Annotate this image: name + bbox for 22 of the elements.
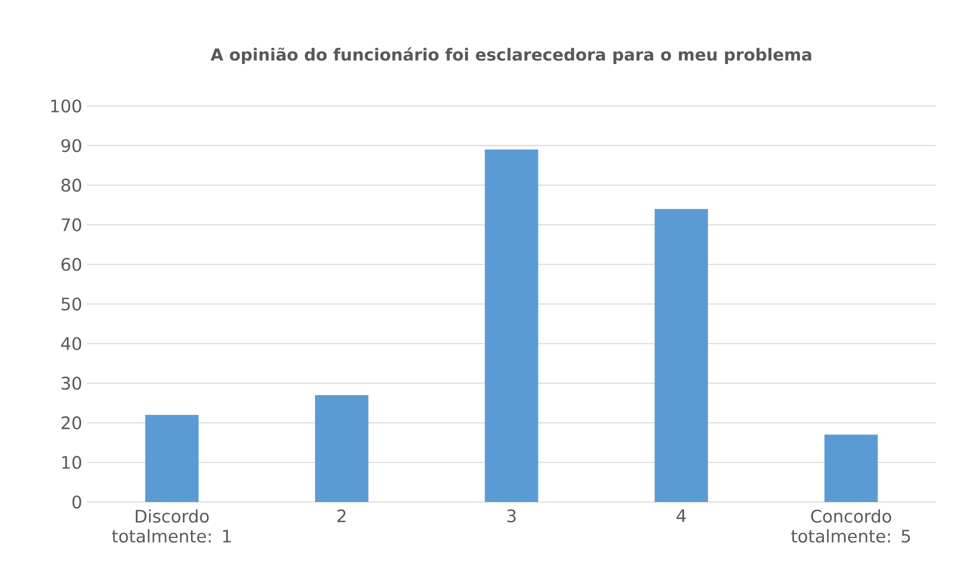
x-tick-label: Discordo totalmente: 1 (112, 509, 231, 543)
y-tick-label: 80 (62, 178, 82, 192)
bar (145, 414, 199, 502)
y-tick-label: 30 (62, 376, 82, 390)
x-tick-label: 4 (676, 509, 686, 522)
y-tick-label: 0 (72, 495, 82, 509)
bar (824, 434, 878, 502)
x-tick-label: 3 (507, 509, 516, 522)
y-tick-label: 100 (51, 99, 82, 113)
y-tick-label: 60 (62, 258, 82, 271)
y-tick-label: 40 (61, 337, 82, 350)
chart-title: A opinião do funcionário foi esclarecedora para o meu problema (210, 47, 812, 64)
x-tick-label: 2 (337, 509, 346, 522)
y-tick-label: 50 (62, 297, 82, 311)
bar (654, 208, 708, 502)
bar (484, 150, 538, 502)
bar (315, 395, 368, 502)
y-tick-label: 70 (62, 218, 82, 232)
y-tick-label: 20 (62, 416, 82, 430)
y-tick-label: 10 (62, 456, 82, 469)
y-tick-label: 90 (61, 139, 82, 152)
x-tick-label: Concordo totalmente: 5 (791, 509, 910, 543)
